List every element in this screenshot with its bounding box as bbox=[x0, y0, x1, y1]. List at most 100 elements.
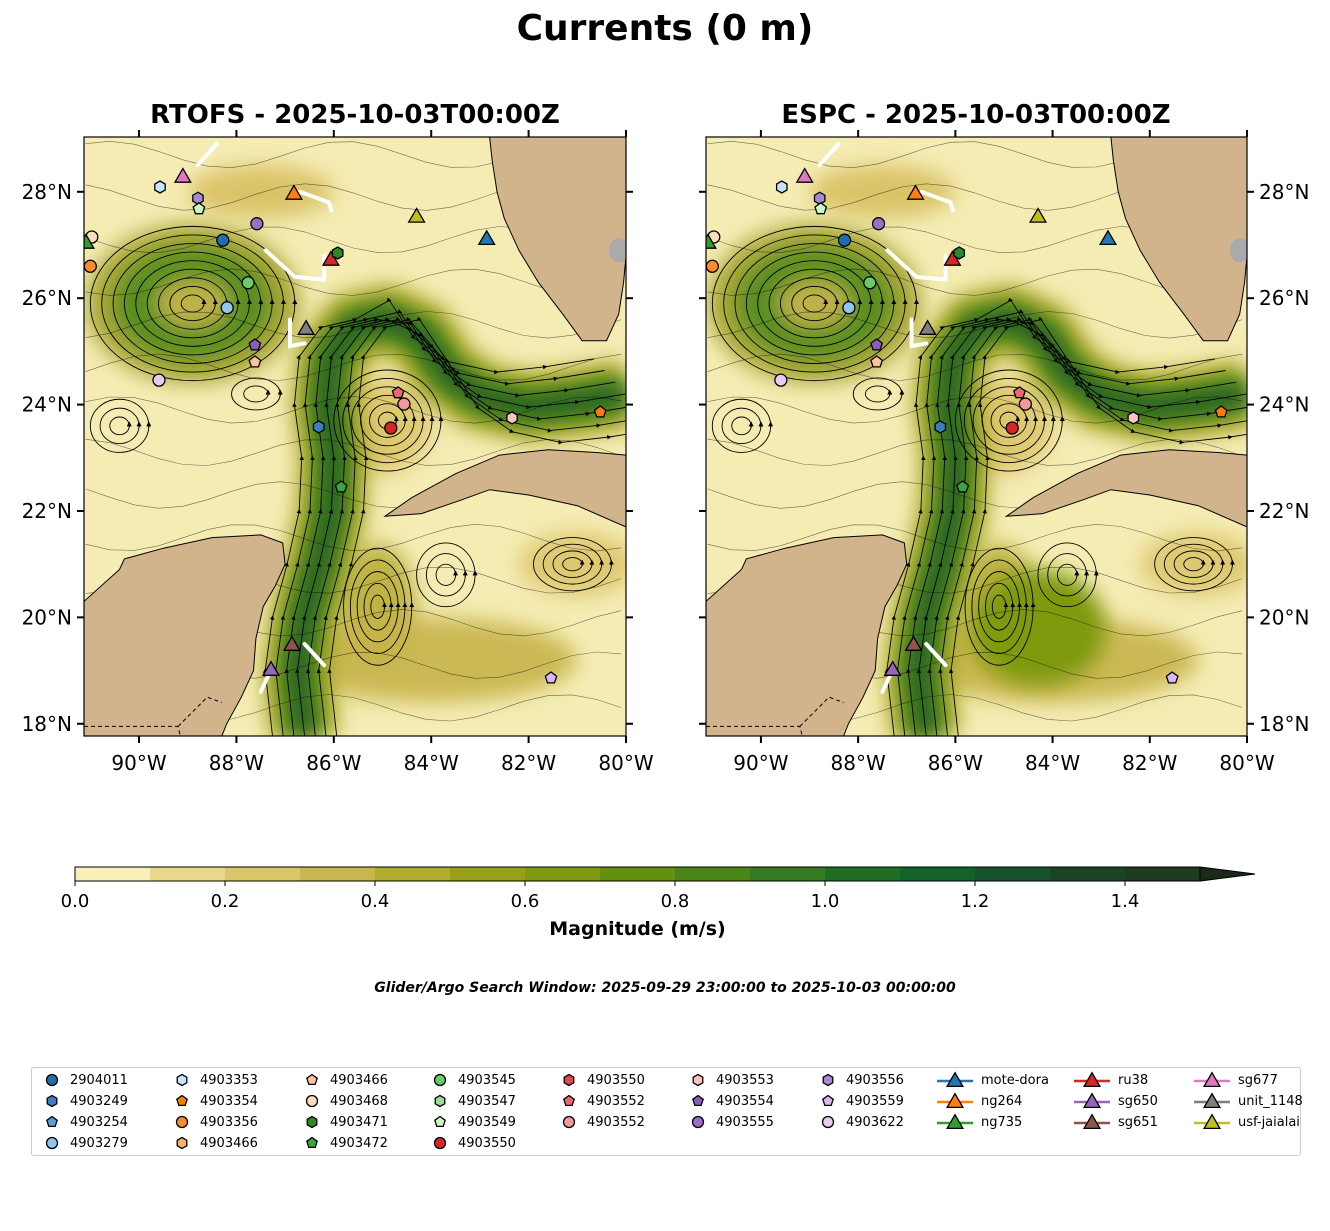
colorbar-bin bbox=[300, 867, 376, 881]
legend-item: 4903549 bbox=[430, 1112, 516, 1132]
speed-contour bbox=[809, 165, 956, 219]
marker-ru38 bbox=[321, 250, 340, 266]
legend-marker-icon bbox=[306, 1115, 318, 1129]
lon-tick-label: 88°W bbox=[831, 751, 886, 775]
marker-usf-jaialai bbox=[1028, 207, 1048, 223]
lon-tick-label: 90°W bbox=[733, 751, 788, 775]
legend-marker-icon bbox=[433, 1136, 447, 1150]
legend-item: 4903354 bbox=[172, 1091, 258, 1111]
espc-map-panel: 90°W 88°W 86°W 84°W 82°W 80°W 18°N 20°N 22°N 24°N… bbox=[699, 130, 1309, 775]
colorbar-bin bbox=[225, 867, 301, 881]
marker-unit_1148 bbox=[918, 319, 937, 335]
streamline bbox=[85, 311, 622, 339]
legend-item: ru38 bbox=[1074, 1070, 1148, 1090]
marker-sg651 bbox=[904, 635, 923, 651]
legend-symbol bbox=[434, 1094, 446, 1108]
legend-label: 4903471 bbox=[330, 1114, 388, 1130]
legend-marker-icon bbox=[46, 1115, 58, 1128]
colorbar-tick-label: 0.0 bbox=[61, 891, 90, 912]
marker-4903354 bbox=[1214, 405, 1228, 418]
legend-label: 2904011 bbox=[70, 1072, 128, 1088]
legend-marker-icon bbox=[562, 1115, 576, 1129]
legend-item: 4903552 bbox=[559, 1091, 645, 1111]
lat-tick-label: 28°N bbox=[22, 180, 72, 204]
streamline bbox=[85, 438, 622, 466]
land-yucatan bbox=[706, 534, 908, 736]
legend-label: 4903552 bbox=[587, 1114, 645, 1130]
marker-4903356 bbox=[706, 259, 719, 273]
legend-symbol bbox=[563, 1094, 575, 1107]
speed-contour bbox=[969, 569, 1107, 687]
legend-label: 4903356 bbox=[200, 1114, 258, 1130]
legend-symbol bbox=[306, 1115, 318, 1129]
colorbar-tick-label: 0.4 bbox=[361, 891, 390, 912]
legend-label: 4903547 bbox=[458, 1093, 516, 1109]
lat-tick-label: 22°N bbox=[22, 499, 72, 523]
legend-symbol bbox=[945, 1071, 965, 1088]
legend-marker-icon bbox=[821, 1115, 835, 1129]
marker-4903550 bbox=[1005, 421, 1019, 435]
legend-symbol bbox=[821, 1115, 835, 1129]
legend-label: 4903549 bbox=[458, 1114, 516, 1130]
legend-label: sg650 bbox=[1118, 1093, 1158, 1109]
legend-label: 4903353 bbox=[200, 1072, 258, 1088]
marker-4903353 bbox=[154, 180, 166, 194]
marker-4903550 bbox=[384, 421, 398, 435]
legend-item: usf-jaialai bbox=[1194, 1112, 1300, 1132]
legend-label: 4903249 bbox=[70, 1093, 128, 1109]
legend-marker-icon bbox=[1194, 1092, 1230, 1109]
lake-okeechobee bbox=[608, 238, 626, 263]
legend-marker-icon bbox=[691, 1115, 705, 1129]
marker-mote-dora bbox=[1098, 229, 1118, 246]
streamline bbox=[707, 396, 1243, 424]
colorbar-bin bbox=[750, 867, 826, 881]
lon-tick-label: 90°W bbox=[111, 751, 166, 775]
speed-contour bbox=[518, 532, 626, 597]
legend-label: 4903552 bbox=[587, 1093, 645, 1109]
lon-tick-label: 82°W bbox=[501, 751, 556, 775]
legend-marker-icon bbox=[1074, 1113, 1110, 1130]
colorbar-tick-label: 1.0 bbox=[811, 891, 840, 912]
colorbar-bin bbox=[450, 867, 526, 881]
legend-symbol bbox=[176, 1136, 188, 1150]
streamline bbox=[85, 523, 622, 552]
legend-marker-icon bbox=[1074, 1092, 1110, 1109]
legend: 2904011 4903249 4903254 4903279 4903353 49033… bbox=[31, 1067, 1303, 1156]
legend-marker-icon bbox=[1194, 1071, 1230, 1088]
lon-tick-label: 88°W bbox=[209, 751, 264, 775]
marker-4903545 bbox=[863, 276, 877, 290]
marker-4903549 bbox=[814, 201, 828, 215]
colorbar-tick-label: 1.2 bbox=[961, 891, 990, 912]
legend-marker-icon bbox=[563, 1094, 575, 1107]
country-border bbox=[706, 696, 844, 736]
espc-map-content bbox=[706, 137, 1247, 736]
legend-marker-icon bbox=[306, 1136, 318, 1149]
marker-4903555 bbox=[871, 217, 886, 231]
legend-symbol bbox=[1202, 1071, 1222, 1088]
marker-sg650 bbox=[261, 660, 281, 676]
streamline bbox=[707, 268, 1243, 296]
streamline bbox=[85, 353, 622, 381]
legend-label: 4903472 bbox=[330, 1135, 388, 1151]
legend-symbol bbox=[46, 1115, 58, 1128]
lon-tick-label: 82°W bbox=[1122, 751, 1177, 775]
glider-track bbox=[909, 317, 929, 349]
legend-symbol bbox=[45, 1073, 59, 1087]
speed-contour bbox=[187, 165, 334, 219]
marker-ng264 bbox=[906, 184, 925, 200]
marker-usf-jaialai bbox=[407, 207, 426, 223]
legend-item: sg651 bbox=[1074, 1112, 1158, 1132]
marker-4903549 bbox=[192, 201, 206, 215]
lat-tick-label: 20°N bbox=[22, 605, 72, 629]
glider-track bbox=[817, 141, 841, 168]
speed-contour bbox=[1140, 532, 1247, 597]
marker-mote-dora bbox=[477, 229, 496, 246]
lon-tick-label: 86°W bbox=[306, 751, 361, 775]
legend-label: ng735 bbox=[981, 1114, 1023, 1130]
lat-tick-label: 28°N bbox=[1259, 180, 1309, 204]
legend-marker-icon bbox=[433, 1073, 447, 1087]
colorbar-tick-label: 0.8 bbox=[661, 891, 690, 912]
legend-marker-icon bbox=[306, 1073, 318, 1086]
colorbar-bin bbox=[1050, 867, 1126, 881]
legend-marker-icon bbox=[822, 1073, 834, 1087]
